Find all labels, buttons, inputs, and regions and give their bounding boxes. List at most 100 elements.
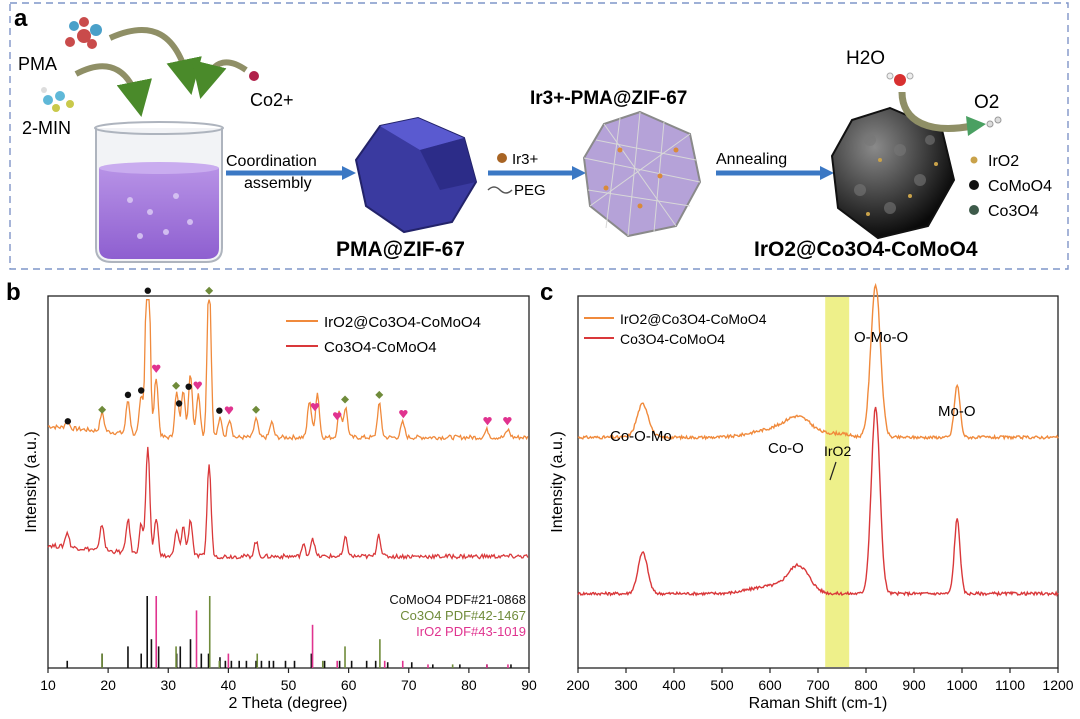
raman-plot-frame bbox=[577, 295, 1059, 669]
h2o-label: H2O bbox=[846, 48, 885, 69]
pma-arrow bbox=[108, 27, 202, 96]
peg-icon bbox=[487, 186, 513, 194]
raman-x-tick-label-5: 700 bbox=[806, 677, 830, 693]
comoo4-peak-marker-0 bbox=[64, 418, 72, 425]
step1-label-top: Coordination bbox=[226, 153, 317, 170]
raman-peak-annotations: Co-O-Mo Co-O IrO2 O-Mo-O Mo-O bbox=[610, 329, 976, 481]
synthesis-schematic: a PMA 2-MIN Co2+ Coordination assembly P… bbox=[9, 2, 1069, 270]
oxygen-molecule-icon bbox=[986, 116, 1002, 128]
o2-label: O2 bbox=[974, 92, 999, 113]
iro2-legend-icon bbox=[970, 156, 978, 164]
xrd-curves bbox=[47, 299, 529, 561]
reference-label-comoo4: CoMoO4 PDF#21-0868 bbox=[389, 592, 526, 607]
iro2-peak-marker-1 bbox=[193, 381, 202, 390]
iro2-peak-marker-7 bbox=[503, 417, 512, 426]
xrd-x-axis: 10 20 30 40 50 60 70 80 90 bbox=[40, 668, 537, 693]
comoo4-peak-marker-1 bbox=[124, 391, 132, 399]
reagent-2-min: 2-MIN bbox=[22, 118, 71, 138]
reagent-pma: PMA bbox=[18, 54, 57, 74]
xrd-x-tick-label-8: 90 bbox=[521, 677, 537, 693]
iro2-peak-marker-6 bbox=[483, 417, 492, 426]
raman-x-axis-label: Raman Shift (cm-1) bbox=[749, 695, 888, 712]
step2-label-bottom: PEG bbox=[514, 182, 546, 199]
oxygen-evolution-arrow bbox=[898, 91, 973, 132]
annotation-iro2: IrO2 bbox=[824, 443, 851, 459]
product-label: IrO2@Co3O4-CoMoO4 bbox=[754, 238, 978, 261]
raman-x-tick-label-3: 500 bbox=[710, 677, 734, 693]
raman-x-tick-label-8: 1000 bbox=[946, 677, 977, 693]
co3o4-peak-marker-3 bbox=[252, 405, 261, 414]
panel-b-letter: b bbox=[6, 279, 21, 306]
beaker-icon bbox=[94, 121, 224, 263]
schematic-legend: IrO2 CoMoO4 Co3O4 bbox=[969, 153, 1052, 220]
xrd-x-axis-label: 2 Theta (degree) bbox=[229, 695, 348, 712]
comoo4-peak-marker-4 bbox=[175, 400, 183, 407]
panel-a-frame bbox=[9, 2, 1069, 270]
raman-x-axis: 200 300 400 500 600 700 800 900 1000 1100 1200 bbox=[566, 668, 1074, 693]
co-arrow bbox=[191, 59, 248, 99]
xrd-x-tick-label-3: 40 bbox=[221, 677, 237, 693]
iro2-pointer-arrow bbox=[829, 461, 837, 481]
raman-legend-label-1: IrO2@Co3O4-CoMoO4 bbox=[620, 311, 767, 327]
raman-x-tick-label-7: 900 bbox=[902, 677, 926, 693]
co3o4-peak-marker-4 bbox=[341, 395, 350, 404]
xrd-reference-sticks bbox=[66, 596, 512, 668]
ir-pma-zif-67-polyhedron-icon bbox=[582, 110, 702, 238]
xrd-series-2 bbox=[47, 446, 529, 561]
raman-x-tick-label-1: 300 bbox=[614, 677, 638, 693]
xrd-y-axis-label: Intensity (a.u.) bbox=[23, 431, 40, 532]
comoo4-peak-marker-5 bbox=[185, 383, 192, 390]
zif-67-polyhedron-icon bbox=[354, 116, 478, 234]
pma-molecule-icon bbox=[65, 17, 102, 49]
xrd-reference-legend: CoMoO4 PDF#21-0868 Co3O4 PDF#42-1467 IrO… bbox=[389, 592, 526, 639]
step1-label-bottom: assembly bbox=[244, 175, 312, 192]
raman-series-2 bbox=[577, 406, 1059, 598]
water-molecule-icon bbox=[886, 72, 914, 86]
co3o4-peak-marker-5 bbox=[375, 390, 384, 399]
iro2-peak-marker-5 bbox=[399, 409, 408, 419]
raman-x-tick-label-10: 1200 bbox=[1042, 677, 1073, 693]
intermediate2-label: Ir3+-PMA@ZIF-67 bbox=[530, 88, 687, 109]
panel-c-letter: c bbox=[540, 279, 553, 306]
iro2-peak-marker-2 bbox=[224, 406, 234, 415]
comoo4-peak-marker-6 bbox=[216, 407, 223, 414]
reference-label-iro2: IrO2 PDF#43-1019 bbox=[416, 624, 526, 639]
annotation-co-o: Co-O bbox=[768, 440, 804, 457]
comoo4-peak-marker-3 bbox=[144, 287, 152, 294]
legend-co3o4: Co3O4 bbox=[988, 203, 1039, 220]
product-polyhedron-icon bbox=[830, 106, 956, 240]
co-ion-icon bbox=[249, 71, 259, 81]
raman-x-tick-label-2: 400 bbox=[662, 677, 686, 693]
xrd-legend-label-2: Co3O4-CoMoO4 bbox=[324, 339, 437, 356]
co3o4-peak-marker-0 bbox=[98, 405, 107, 414]
step3-label: Annealing bbox=[716, 151, 787, 168]
xrd-series-1 bbox=[47, 299, 529, 442]
raman-y-axis-label: Intensity (a.u.) bbox=[549, 431, 566, 532]
raman-x-tick-label-9: 1100 bbox=[995, 677, 1025, 693]
reagent-co: Co2+ bbox=[250, 90, 294, 110]
xrd-x-tick-label-4: 50 bbox=[281, 677, 297, 693]
xrd-peak-markers bbox=[64, 286, 512, 426]
xrd-legend-label-1: IrO2@Co3O4-CoMoO4 bbox=[324, 314, 481, 331]
iro2-peak-marker-3 bbox=[310, 402, 320, 412]
xrd-x-tick-label-0: 10 bbox=[40, 677, 56, 693]
raman-legend: IrO2@Co3O4-CoMoO4 Co3O4-CoMoO4 bbox=[584, 311, 767, 347]
panel-a-letter: a bbox=[14, 5, 28, 32]
iro2-peak-marker-0 bbox=[151, 364, 161, 373]
comoo4-peak-marker-2 bbox=[137, 387, 145, 394]
annotation-co-o-mo: Co-O-Mo bbox=[610, 428, 672, 445]
min-arrow bbox=[74, 63, 152, 118]
annotation-mo-o: Mo-O bbox=[938, 403, 976, 420]
intermediate1-label: PMA@ZIF-67 bbox=[336, 238, 465, 261]
legend-comoo4: CoMoO4 bbox=[988, 178, 1052, 195]
xrd-legend: IrO2@Co3O4-CoMoO4 Co3O4-CoMoO4 bbox=[286, 314, 481, 356]
raman-x-tick-label-6: 800 bbox=[854, 677, 878, 693]
raman-legend-label-2: Co3O4-CoMoO4 bbox=[620, 331, 725, 347]
ir-ion-icon bbox=[497, 153, 507, 163]
reference-label-co3o4: Co3O4 PDF#42-1467 bbox=[400, 608, 526, 623]
annotation-o-mo-o: O-Mo-O bbox=[854, 329, 908, 346]
raman-curves bbox=[577, 282, 1059, 598]
co3o4-legend-icon bbox=[969, 205, 979, 215]
xrd-x-tick-label-7: 80 bbox=[461, 677, 477, 693]
xrd-x-tick-label-5: 60 bbox=[341, 677, 357, 693]
